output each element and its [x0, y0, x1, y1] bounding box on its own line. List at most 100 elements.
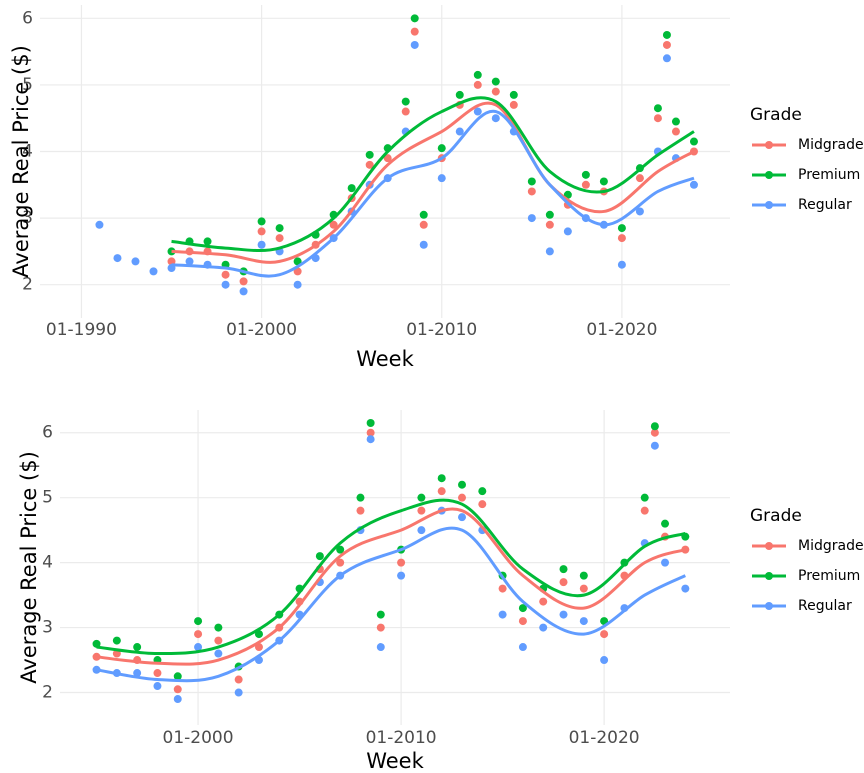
- point: [257, 227, 266, 236]
- point: [599, 177, 608, 186]
- x-tick-label: 01-2020: [586, 320, 657, 340]
- point: [473, 70, 482, 79]
- point: [185, 257, 194, 266]
- point: [527, 187, 536, 196]
- trend-line: [171, 109, 695, 278]
- point: [376, 610, 385, 619]
- point: [640, 506, 649, 515]
- point: [617, 260, 626, 269]
- point: [275, 234, 284, 243]
- point: [579, 617, 588, 626]
- point: [671, 127, 680, 136]
- point: [153, 669, 162, 678]
- point: [131, 257, 140, 266]
- point: [366, 428, 375, 437]
- point: [455, 127, 464, 136]
- point: [579, 571, 588, 580]
- legend-key: [765, 141, 773, 149]
- point: [539, 623, 548, 632]
- point: [366, 435, 375, 444]
- point: [365, 160, 374, 169]
- point: [401, 97, 410, 106]
- point: [640, 493, 649, 502]
- point: [617, 234, 626, 243]
- point: [661, 558, 670, 567]
- point: [112, 636, 121, 645]
- legend-key: [765, 542, 773, 550]
- x-axis-title: Week: [366, 749, 424, 773]
- legend-title: Grade: [750, 506, 802, 526]
- point: [401, 107, 410, 116]
- point: [203, 237, 212, 246]
- point: [650, 428, 659, 437]
- point: [600, 656, 609, 665]
- point: [689, 137, 698, 146]
- point: [149, 267, 158, 276]
- point: [661, 519, 670, 528]
- point: [662, 54, 671, 63]
- point: [153, 682, 162, 691]
- point: [437, 174, 446, 183]
- point: [545, 210, 554, 219]
- y-tick-label: 2: [22, 275, 33, 295]
- legend-label: Midgrade: [798, 137, 864, 153]
- y-tick-label: 6: [42, 423, 53, 443]
- legend-label: Premium: [798, 167, 860, 183]
- point: [419, 240, 428, 249]
- x-tick-label: 01-2010: [406, 320, 477, 340]
- point: [681, 584, 690, 593]
- point: [689, 180, 698, 189]
- point: [397, 571, 406, 580]
- point: [473, 80, 482, 89]
- point: [559, 578, 568, 587]
- point: [509, 100, 518, 109]
- point: [336, 545, 345, 554]
- y-tick-label: 6: [22, 8, 33, 28]
- y-axis-title: Average Real Price ($): [17, 451, 41, 684]
- legend-key: [765, 171, 773, 179]
- y-tick-label: 4: [22, 142, 33, 162]
- trend-line: [96, 507, 686, 666]
- point: [491, 87, 500, 96]
- point: [498, 584, 507, 593]
- point: [347, 184, 356, 193]
- point: [95, 220, 104, 229]
- point: [653, 114, 662, 123]
- point: [365, 150, 374, 159]
- point: [315, 552, 324, 561]
- y-tick-label: 3: [42, 618, 53, 638]
- trend-line: [96, 498, 686, 656]
- legend-label: Regular: [798, 598, 852, 614]
- point: [133, 669, 142, 678]
- point: [410, 40, 419, 49]
- x-tick-label: 01-2010: [366, 728, 437, 748]
- point: [437, 487, 446, 496]
- point: [635, 207, 644, 216]
- point: [539, 597, 548, 606]
- point: [419, 210, 428, 219]
- point: [113, 254, 122, 263]
- point: [559, 610, 568, 619]
- legend-key: [765, 602, 773, 610]
- x-tick-label: 01-2000: [226, 320, 297, 340]
- point: [458, 513, 466, 522]
- point: [173, 685, 182, 694]
- point: [376, 623, 385, 632]
- point: [650, 422, 659, 431]
- point: [662, 30, 671, 39]
- point: [473, 107, 482, 116]
- point: [437, 474, 446, 483]
- point: [662, 40, 671, 49]
- point: [617, 224, 626, 233]
- trend-line: [96, 526, 686, 683]
- point: [518, 643, 527, 652]
- point: [581, 170, 590, 179]
- point: [410, 27, 419, 36]
- y-axis-title: Average Real Price ($): [9, 45, 33, 278]
- point: [234, 675, 243, 684]
- point: [254, 630, 263, 639]
- point: [581, 180, 590, 189]
- point: [458, 493, 466, 502]
- point: [509, 90, 518, 99]
